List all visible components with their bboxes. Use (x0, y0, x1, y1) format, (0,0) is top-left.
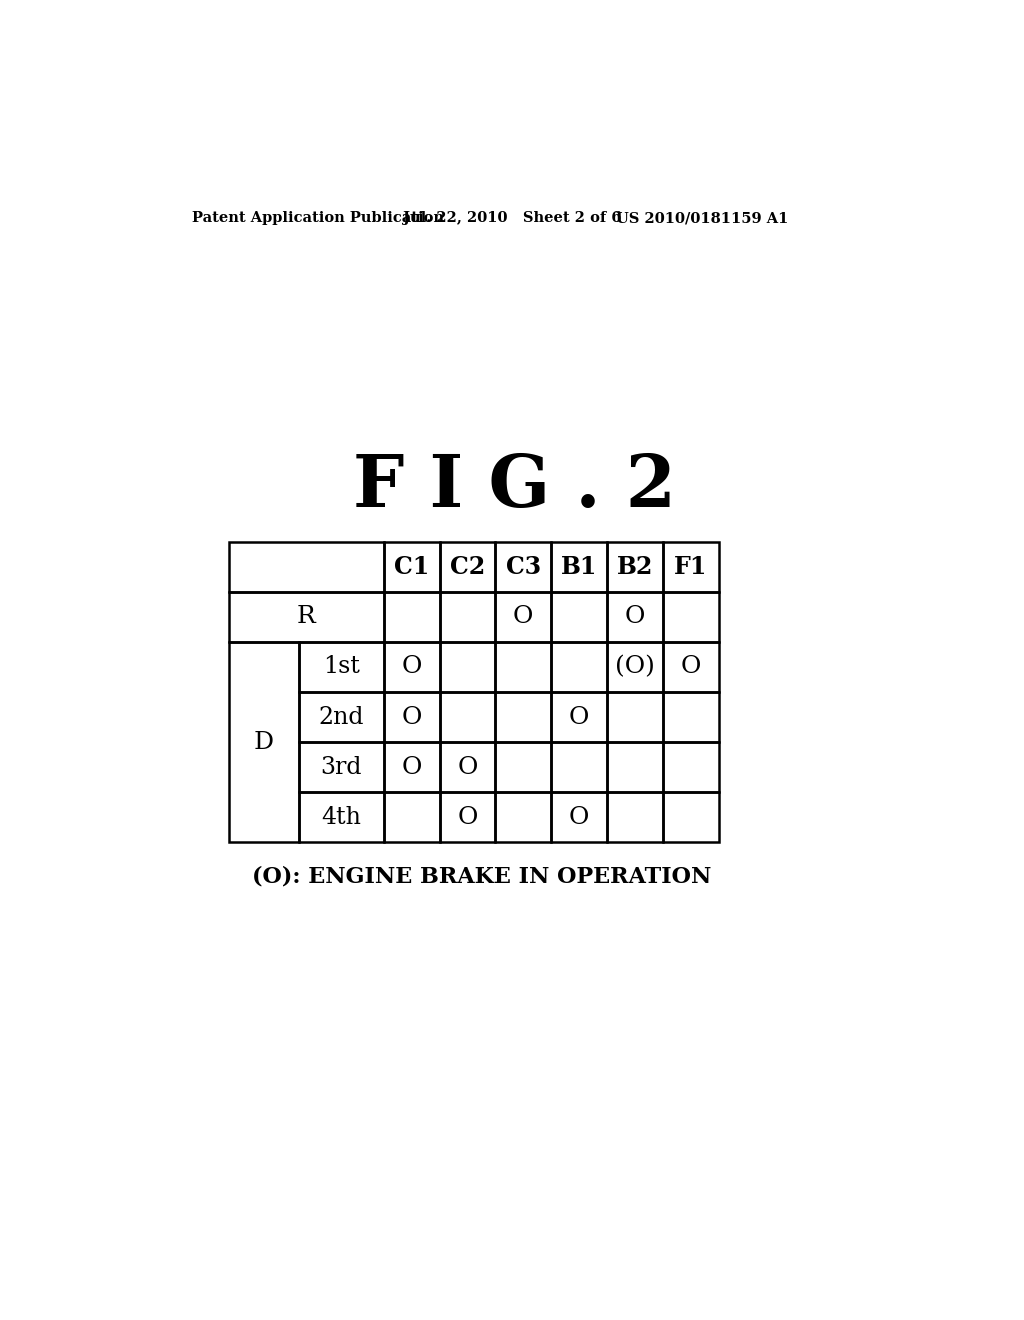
Bar (663, 692, 719, 742)
Text: 1st: 1st (323, 656, 359, 678)
Bar (384, 642, 439, 692)
Bar (439, 692, 496, 742)
Bar (384, 692, 439, 742)
Bar (663, 591, 719, 642)
Bar (496, 642, 551, 692)
Bar (551, 742, 607, 792)
Text: 4th: 4th (322, 805, 361, 829)
Text: O: O (569, 805, 589, 829)
Text: R: R (297, 606, 315, 628)
Bar (228, 642, 299, 842)
Bar (384, 742, 439, 792)
Bar (551, 692, 607, 742)
Text: D: D (254, 730, 273, 754)
Bar (299, 792, 384, 842)
Text: O: O (569, 705, 589, 729)
Bar (663, 642, 719, 692)
Text: C3: C3 (506, 554, 541, 579)
Bar (384, 543, 439, 591)
Bar (551, 792, 607, 842)
Text: B2: B2 (616, 554, 653, 579)
Text: F1: F1 (674, 554, 708, 579)
Text: O: O (401, 656, 422, 678)
Bar (551, 642, 607, 692)
Text: Jul. 22, 2010   Sheet 2 of 6: Jul. 22, 2010 Sheet 2 of 6 (403, 211, 622, 226)
Bar (228, 543, 384, 591)
Bar (607, 792, 663, 842)
Bar (607, 692, 663, 742)
Bar (299, 692, 384, 742)
Bar (439, 792, 496, 842)
Text: O: O (625, 606, 645, 628)
Text: O: O (681, 656, 700, 678)
Bar (496, 692, 551, 742)
Text: C1: C1 (394, 554, 429, 579)
Text: F I G . 2: F I G . 2 (352, 451, 676, 521)
Bar (228, 591, 384, 642)
Bar (663, 742, 719, 792)
Text: (O): ENGINE BRAKE IN OPERATION: (O): ENGINE BRAKE IN OPERATION (252, 866, 712, 887)
Bar (663, 792, 719, 842)
Text: O: O (458, 805, 477, 829)
Bar (496, 742, 551, 792)
Bar (439, 591, 496, 642)
Bar (299, 742, 384, 792)
Bar (496, 543, 551, 591)
Bar (384, 792, 439, 842)
Bar (496, 591, 551, 642)
Bar (607, 543, 663, 591)
Text: O: O (458, 755, 477, 779)
Bar (663, 543, 719, 591)
Bar (439, 642, 496, 692)
Text: O: O (401, 705, 422, 729)
Bar (384, 591, 439, 642)
Text: Patent Application Publication: Patent Application Publication (193, 211, 444, 226)
Text: (O): (O) (615, 656, 654, 678)
Bar (607, 591, 663, 642)
Bar (496, 792, 551, 842)
Bar (551, 591, 607, 642)
Text: O: O (401, 755, 422, 779)
Text: US 2010/0181159 A1: US 2010/0181159 A1 (616, 211, 788, 226)
Bar (439, 543, 496, 591)
Bar (607, 642, 663, 692)
Bar (439, 742, 496, 792)
Text: C2: C2 (450, 554, 485, 579)
Text: 2nd: 2nd (318, 705, 364, 729)
Bar (299, 642, 384, 692)
Bar (607, 742, 663, 792)
Bar (551, 543, 607, 591)
Text: B1: B1 (561, 554, 597, 579)
Text: O: O (513, 606, 534, 628)
Text: 3rd: 3rd (321, 755, 361, 779)
